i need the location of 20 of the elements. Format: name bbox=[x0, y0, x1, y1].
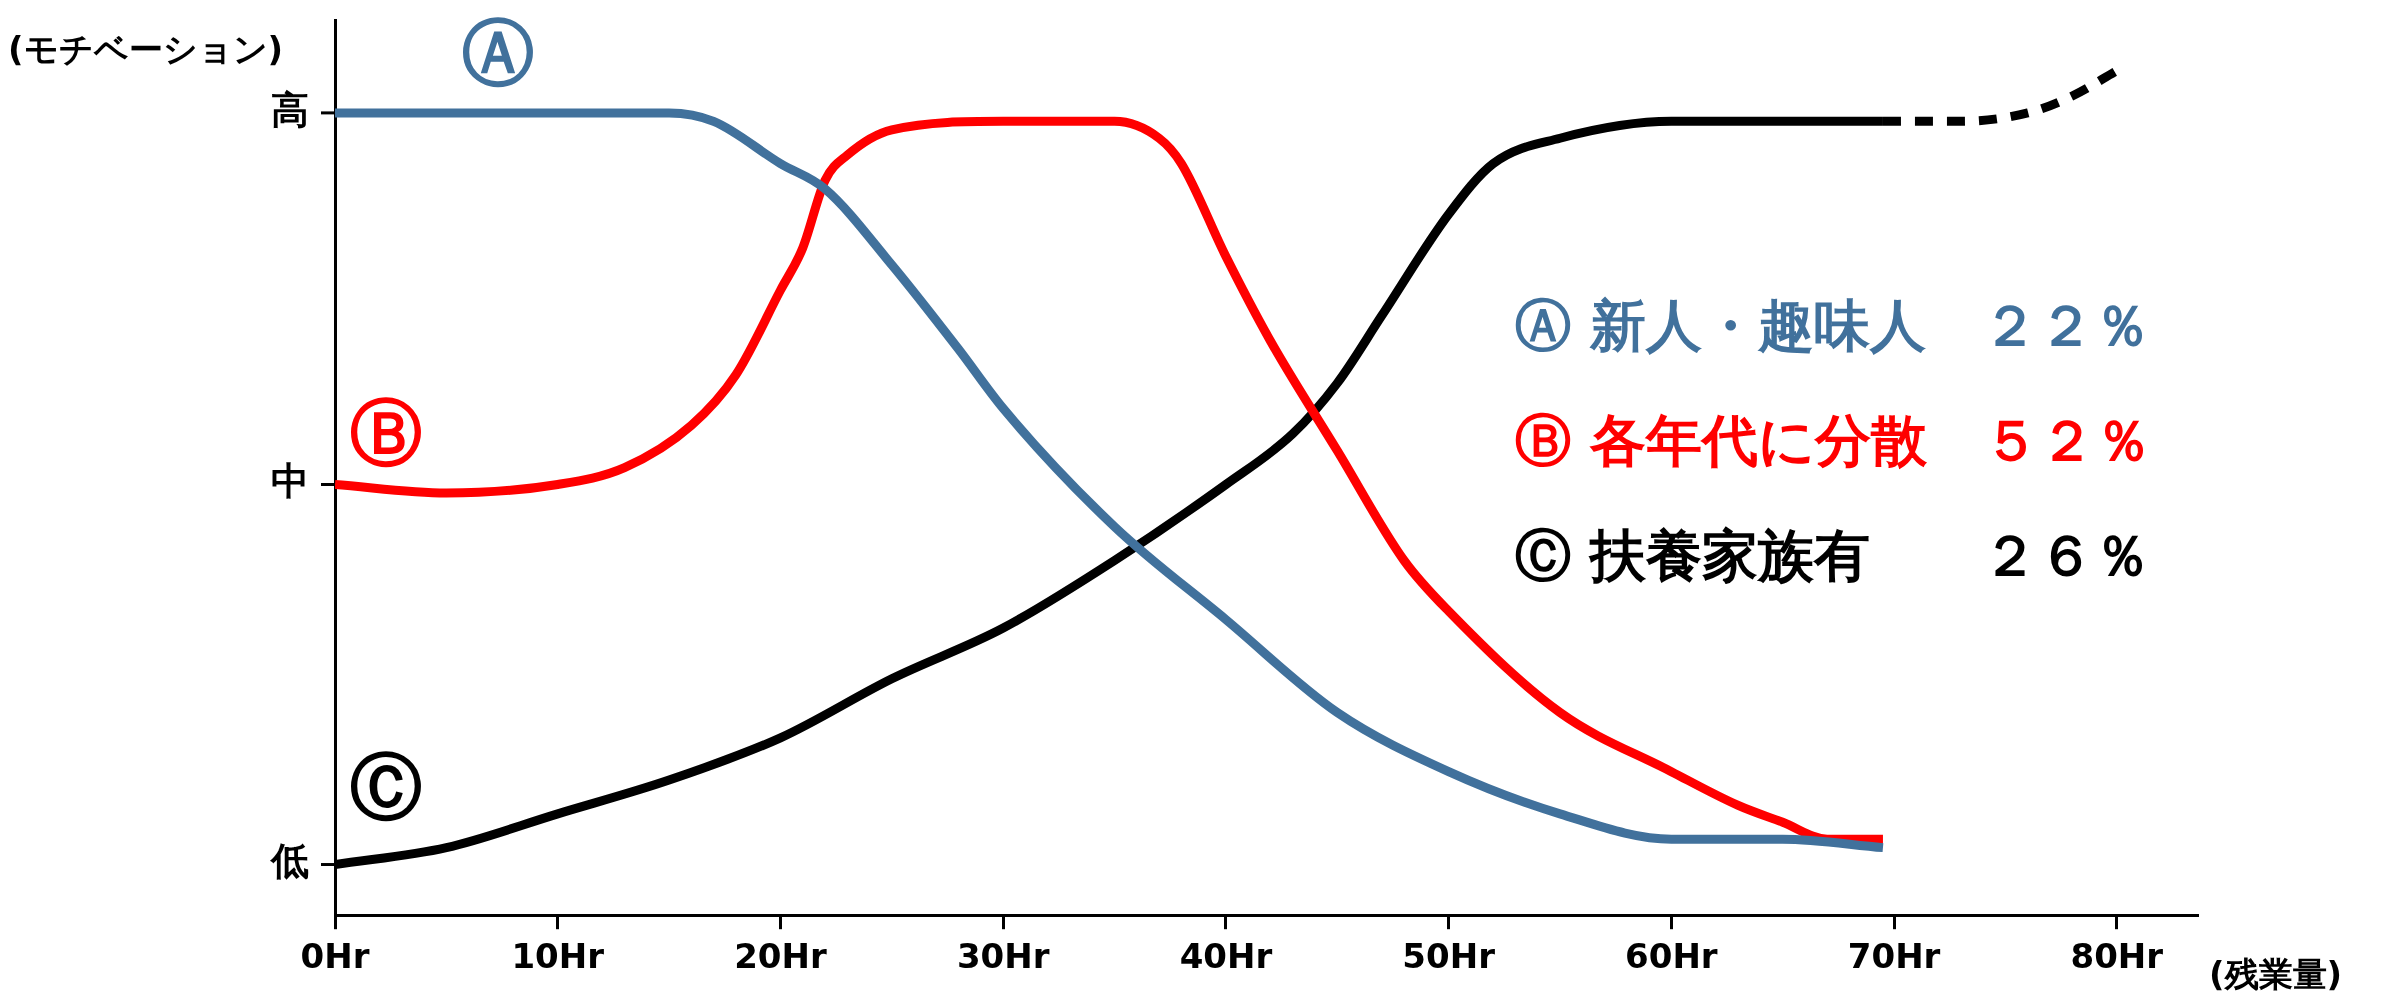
text: 高 bbox=[271, 87, 309, 132]
series-label: Ⓒ bbox=[350, 745, 423, 830]
series-label: Ⓑ bbox=[350, 390, 423, 475]
text: 低 bbox=[269, 839, 309, 884]
text: 中 bbox=[271, 459, 309, 504]
x-tick-label: 60Hr bbox=[1625, 936, 1718, 977]
series-label: Ⓐ bbox=[461, 10, 534, 95]
x-tick-label: 70Hr bbox=[1847, 936, 1941, 977]
x-tick-label: 80Hr bbox=[2070, 936, 2164, 977]
x-tick-label: 30Hr bbox=[956, 936, 1050, 977]
x-tick-label: 40Hr bbox=[1179, 936, 1273, 977]
x-tick-label: 20Hr bbox=[734, 936, 827, 977]
x-axis-title: (残業量) bbox=[2209, 954, 2343, 995]
x-tick-label: 50Hr bbox=[1402, 936, 1496, 977]
x-tick-label: 10Hr bbox=[511, 936, 605, 977]
annotation: Ⓐ 新人・趣味人 ２２％ bbox=[1515, 292, 2151, 358]
annotation: Ⓒ 扶養家族有 ２６％ bbox=[1515, 522, 2151, 588]
y-axis-title: (モチベーション) bbox=[8, 28, 284, 69]
x-tick-label: 0Hr bbox=[300, 936, 370, 977]
annotation: Ⓑ 各年代に分散 ５２％ bbox=[1515, 407, 2152, 473]
